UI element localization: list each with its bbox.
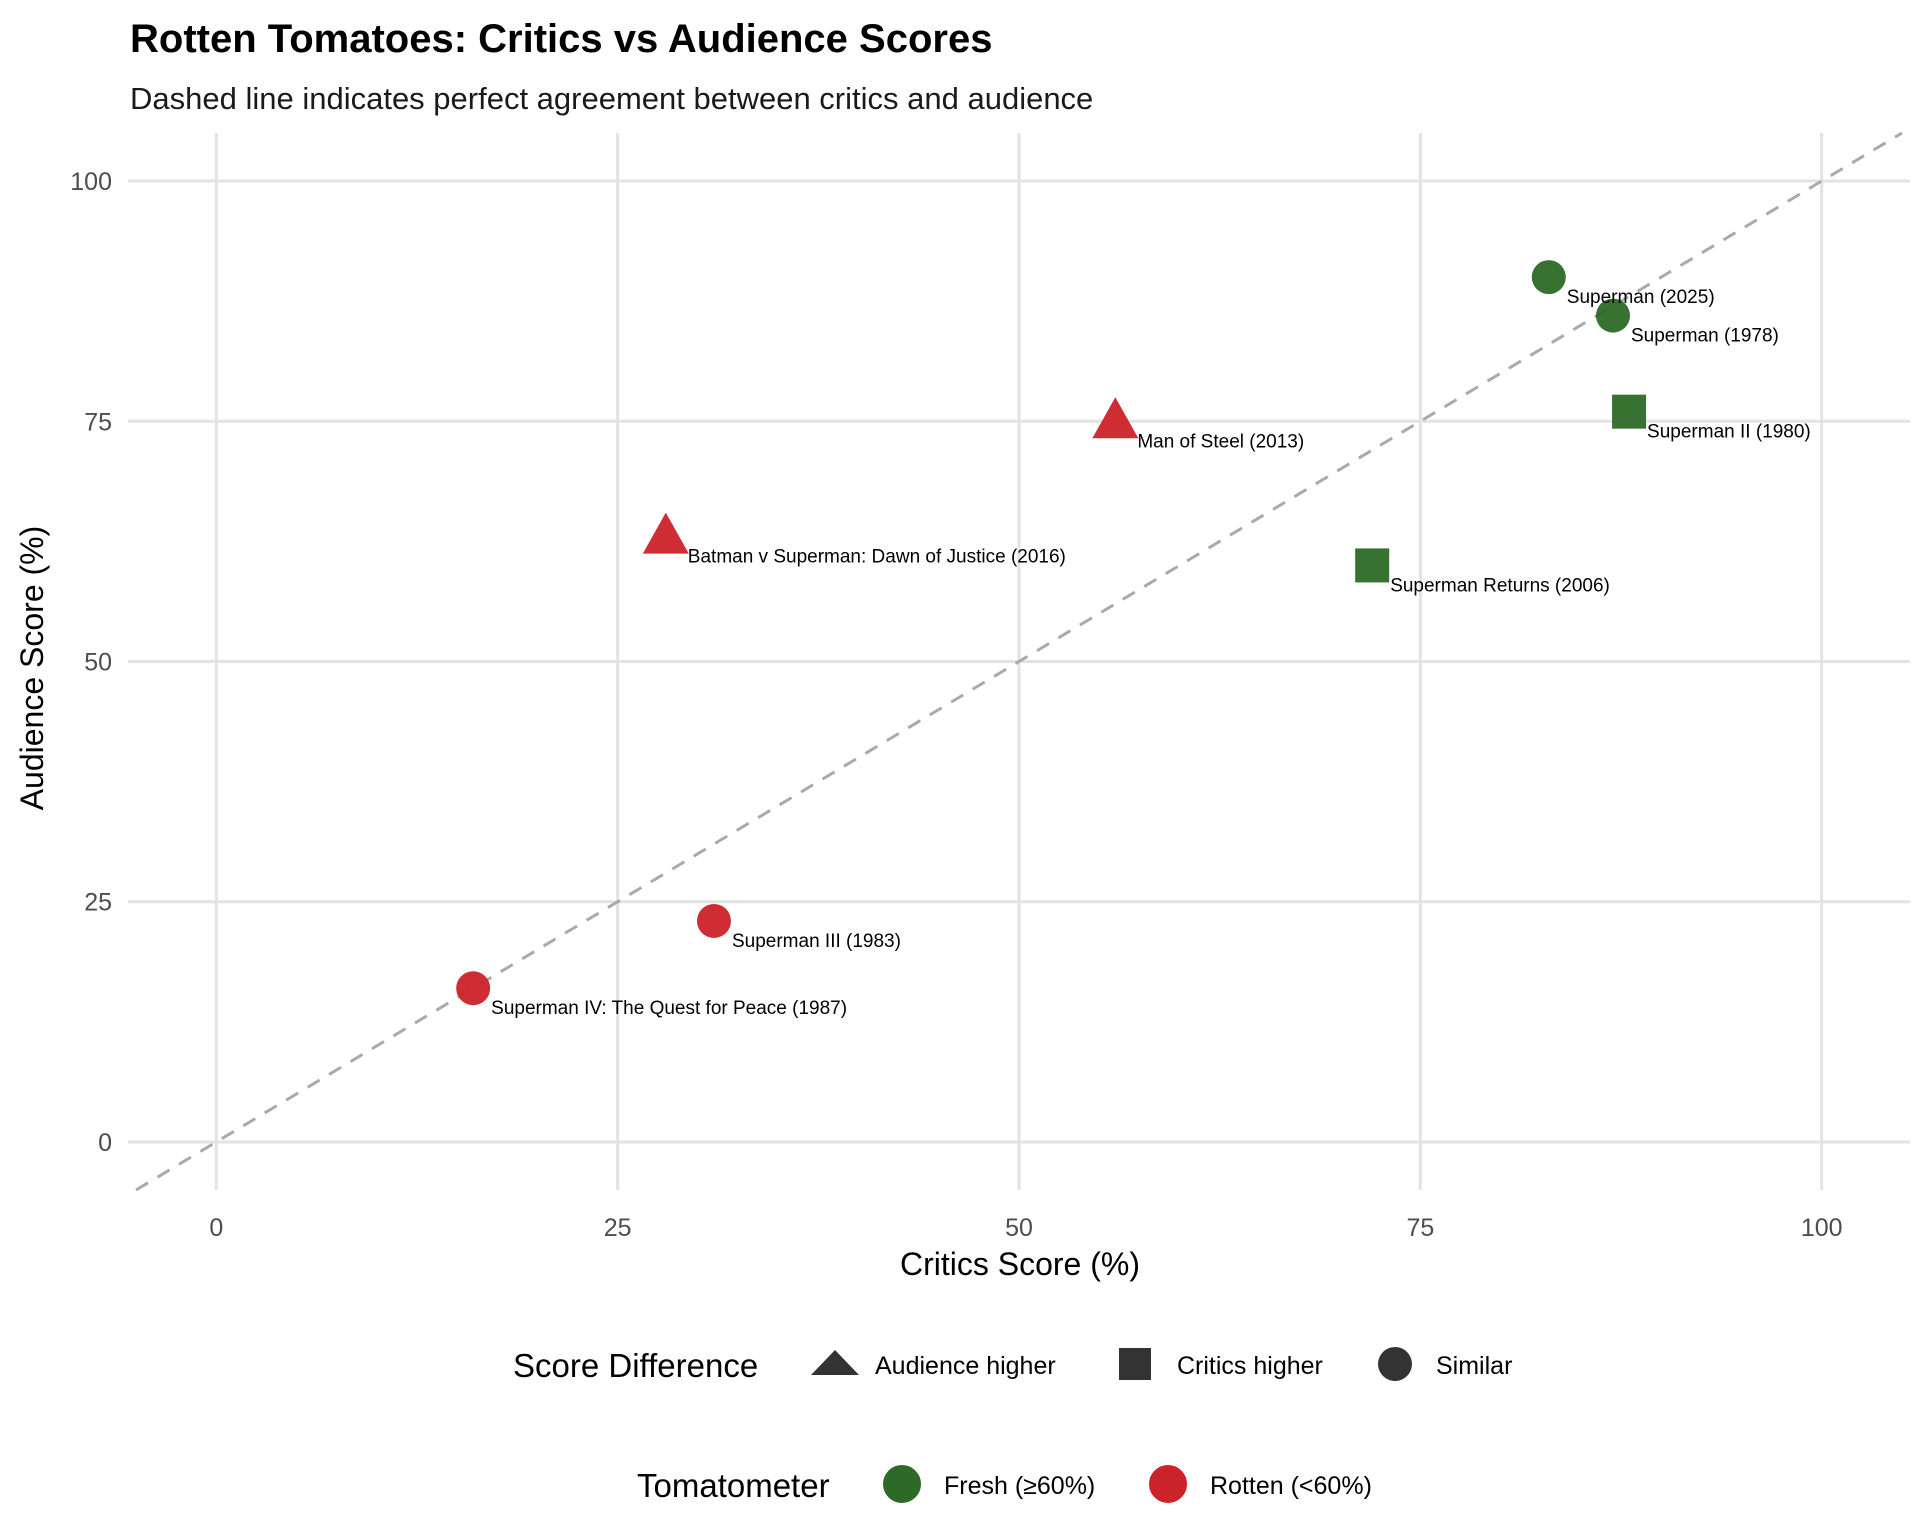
reference-line xyxy=(135,131,1903,1192)
data-point-triangle xyxy=(1092,397,1139,439)
point-label: Man of Steel (2013) xyxy=(1137,431,1304,452)
legend-fresh-swatch xyxy=(883,1465,921,1503)
legend-tomatometer: Tomatometer Fresh (≥60%) Rotten (<60%) xyxy=(637,1465,1372,1504)
data-point-circle xyxy=(456,971,491,1006)
y-tick-label: 75 xyxy=(84,408,112,436)
x-tick-label: 100 xyxy=(1801,1214,1843,1242)
legend-color-title: Tomatometer xyxy=(637,1467,830,1504)
point-label: Superman II (1980) xyxy=(1647,422,1811,443)
legend-score-difference: Score Difference Audience higher Critics… xyxy=(513,1347,1512,1384)
legend-triangle-icon xyxy=(811,1350,859,1375)
x-tick-label: 50 xyxy=(1005,1214,1033,1242)
tick-labels: 0 25 50 75 100 0 25 50 75 100 xyxy=(70,168,1842,1242)
legend-circle-icon xyxy=(1378,1347,1412,1381)
data-point-square xyxy=(1612,394,1647,429)
legend-rotten-label: Rotten (<60%) xyxy=(1210,1472,1372,1500)
data-points xyxy=(456,260,1647,1006)
legend-similar-label: Similar xyxy=(1436,1352,1512,1380)
y-tick-label: 0 xyxy=(98,1129,112,1157)
point-label: Superman Returns (2006) xyxy=(1390,575,1610,596)
y-tick-label: 50 xyxy=(84,649,112,677)
x-tick-label: 75 xyxy=(1406,1214,1434,1242)
data-point-square xyxy=(1355,548,1390,583)
point-label: Superman (2025) xyxy=(1567,287,1715,308)
x-tick-label: 25 xyxy=(604,1214,632,1242)
legend-fresh-label: Fresh (≥60%) xyxy=(944,1472,1095,1500)
point-labels: Superman (1978) Superman II (1980) Superma… xyxy=(491,287,1811,1019)
data-point-circle xyxy=(696,903,731,938)
data-point-circle xyxy=(1596,298,1630,333)
chart-title: Rotten Tomatoes: Critics vs Audience Sco… xyxy=(130,17,992,61)
x-axis-title: Critics Score (%) xyxy=(900,1246,1140,1282)
y-tick-label: 100 xyxy=(70,168,112,196)
legend-square-icon xyxy=(1119,1348,1151,1380)
point-label: Superman IV: The Quest for Peace (1987) xyxy=(491,998,847,1019)
point-label: Superman (1978) xyxy=(1631,326,1779,347)
reference-line-group xyxy=(135,131,1903,1192)
data-point-circle xyxy=(1531,260,1566,295)
legend-rotten-swatch xyxy=(1149,1465,1187,1503)
x-tick-label: 0 xyxy=(209,1214,223,1242)
legend-shape-title: Score Difference xyxy=(513,1347,758,1384)
y-tick-label: 25 xyxy=(84,889,112,917)
y-axis-title: Audience Score (%) xyxy=(14,526,50,811)
point-label: Superman III (1983) xyxy=(732,931,901,952)
chart-subtitle: Dashed line indicates perfect agreement … xyxy=(130,81,1093,116)
legend-audience-higher-label: Audience higher xyxy=(875,1352,1056,1380)
point-label: Batman v Superman: Dawn of Justice (2016… xyxy=(688,547,1066,568)
legend-critics-higher-label: Critics higher xyxy=(1177,1352,1323,1380)
data-point-triangle xyxy=(642,512,689,554)
